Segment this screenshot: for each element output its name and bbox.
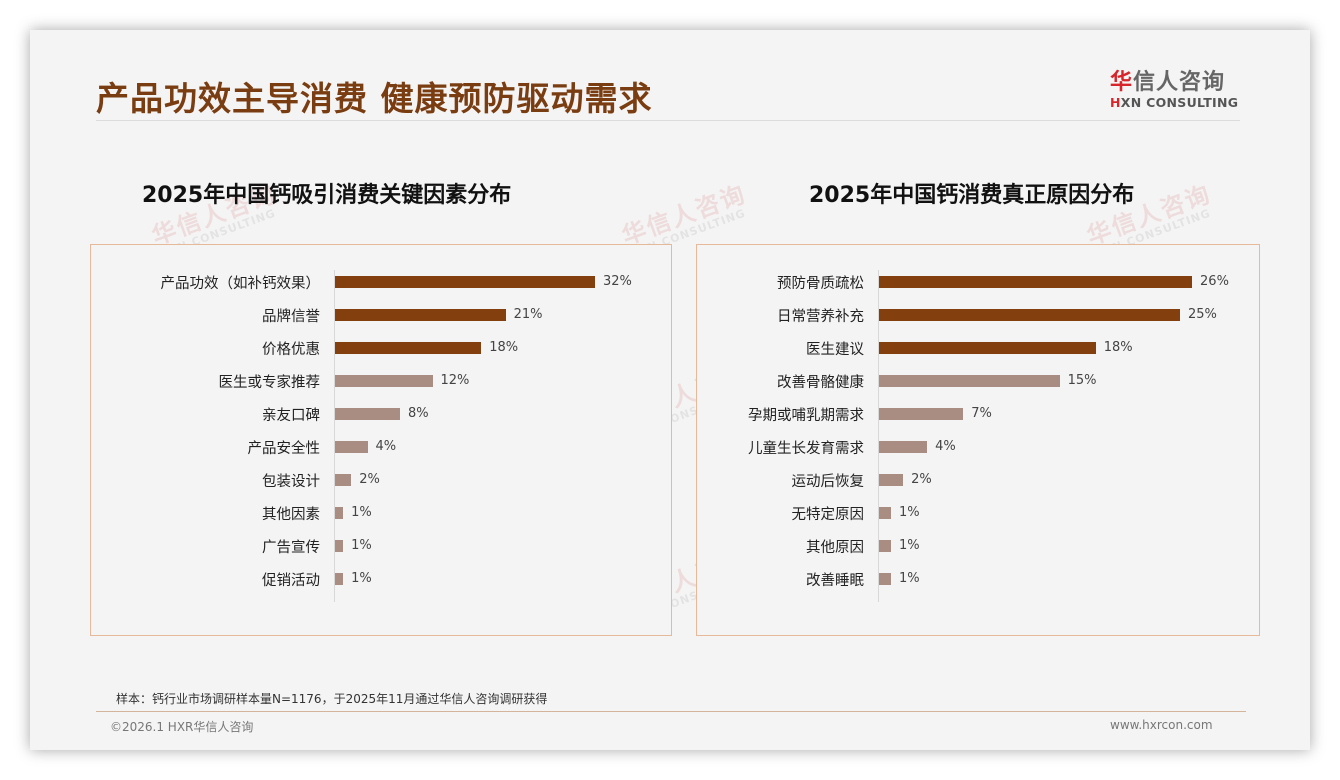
copyright: ©2026.1 HXR华信人咨询 [110,720,254,734]
bar [335,309,506,321]
bar-label: 孕期或哺乳期需求 [748,408,864,424]
chart-panel-left: 产品功效（如补钙效果） 32% 品牌信誉 21% 价格优惠 18% 医生或专家推荐 12% 亲友… [90,244,672,636]
bar-value-label: 1% [899,538,920,553]
logo-cn: 华信人咨询 [1110,70,1226,95]
bar-value-label: 1% [899,505,920,520]
bar-label: 产品功效（如补钙效果） [160,276,321,292]
title-divider [96,120,1240,121]
bar [879,309,1180,321]
bar [879,375,1060,387]
bar-label: 其他因素 [262,507,320,523]
bar-label: 促销活动 [262,573,320,589]
bar-label: 医生或专家推荐 [218,375,321,391]
bar-label: 其他原因 [806,540,864,556]
bar-value-label: 26% [1200,274,1229,289]
bar [879,507,892,519]
bar-value-label: 1% [351,571,372,586]
bar-value-label: 1% [899,571,920,586]
bar-value-label: 4% [375,439,397,454]
bar-label: 产品安全性 [247,441,321,457]
chart-panel-right: 预防骨质疏松 26% 日常营养补充 25% 医生建议 18% 改善骨骼健康 15% 孕期或哺乳期… [696,244,1260,636]
slide: 产品功效主导消费 健康预防驱动需求 华信人咨询 HXN CONSULTING 华… [30,30,1310,750]
bar-label: 包装设计 [262,474,320,490]
category-axis [878,270,879,602]
bar-label: 无特定原因 [791,507,865,523]
footer-divider [96,711,1246,712]
bar [335,441,368,453]
bar [335,276,595,288]
website-link[interactable]: www.hxrcon.com [1110,718,1213,732]
bar-value-label: 1% [351,505,372,520]
bar [335,474,352,486]
bar [879,573,892,585]
bar-value-label: 21% [513,307,543,322]
bar-label: 亲友口碑 [262,408,320,424]
bar-value-label: 32% [603,274,632,289]
bar-value-label: 18% [489,340,519,355]
bar-value-label: 4% [935,439,956,454]
bar-label: 品牌信誉 [262,309,320,325]
sample-note: 样本：钙行业市场调研样本量N=1176，于2025年11月通过华信人咨询调研获得 [116,692,548,706]
company-logo: 华信人咨询 HXN CONSULTING [1110,64,1250,110]
bar-label: 运动后恢复 [791,474,865,490]
bar-value-label: 1% [351,538,372,553]
bar-value-label: 12% [440,373,470,388]
bar [879,408,964,420]
bar-value-label: 2% [359,472,380,487]
bar [335,573,344,585]
bar-value-label: 7% [971,406,992,421]
bar [879,441,928,453]
bar [335,540,344,552]
bar [335,375,433,387]
chart-title-right: 2025年中国钙消费真正原因分布 [809,183,1135,208]
chart-title-left: 2025年中国钙吸引消费关键因素分布 [142,183,512,208]
bar-value-label: 18% [1103,340,1133,355]
bar-label: 医生建议 [806,342,864,358]
category-axis [334,270,335,602]
bar-label: 儿童生长发育需求 [748,441,864,457]
bar-label: 日常营养补充 [777,309,864,325]
bar-label: 改善睡眠 [806,573,864,589]
bar-label: 广告宣传 [262,540,320,556]
bar [879,474,904,486]
page-title: 产品功效主导消费 健康预防驱动需求 [96,79,653,118]
bar-value-label: 2% [911,472,932,487]
bar-label: 价格优惠 [262,342,320,358]
bar-value-label: 15% [1067,373,1097,388]
bar [879,276,1193,288]
bar [335,342,482,354]
bar-label: 改善骨骼健康 [777,375,864,391]
bar [879,540,892,552]
bar-label: 预防骨质疏松 [777,276,864,292]
bar [335,408,400,420]
bar [335,507,344,519]
bar-value-label: 8% [408,406,429,421]
bar-value-label: 25% [1188,307,1217,322]
bar [879,342,1096,354]
logo-en: HXN CONSULTING [1110,95,1239,110]
